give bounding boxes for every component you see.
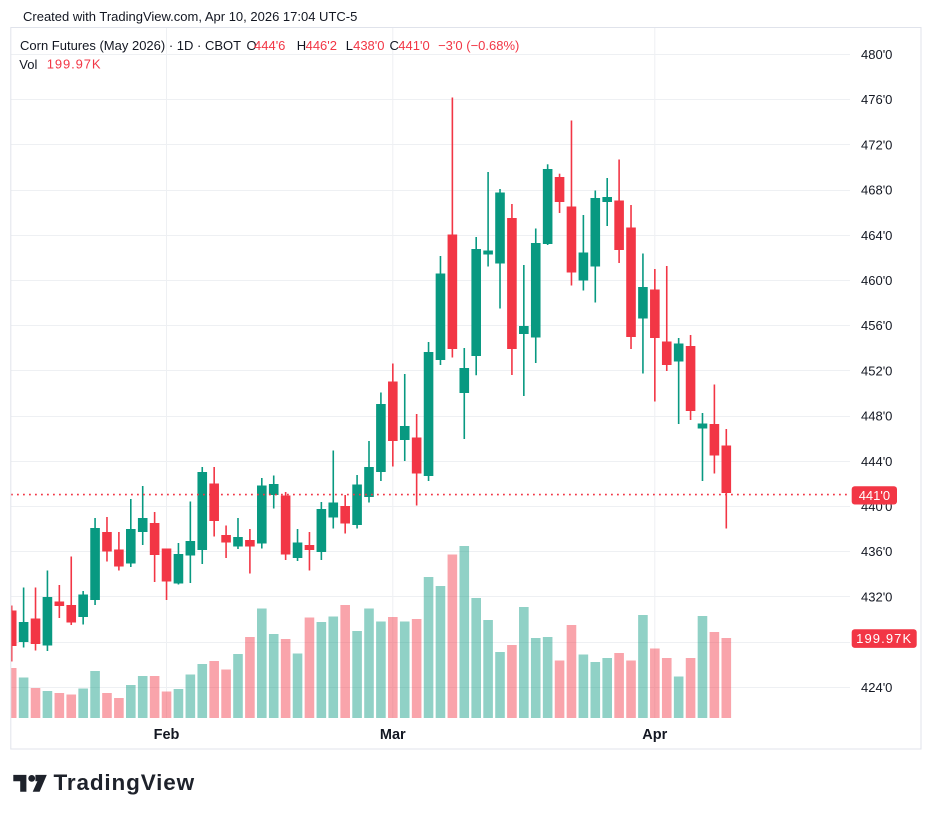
svg-text:460'0: 460'0 <box>861 273 892 288</box>
svg-text:441'0: 441'0 <box>859 488 890 503</box>
svg-text:441'0: 441'0 <box>398 38 429 53</box>
svg-text:O: O <box>247 38 257 53</box>
svg-text:424'0: 424'0 <box>861 680 892 695</box>
svg-text:438'0: 438'0 <box>353 38 384 53</box>
svg-text:476'0: 476'0 <box>861 92 892 107</box>
svg-text:L: L <box>346 38 353 53</box>
svg-text:452'0: 452'0 <box>861 363 892 378</box>
svg-text:C: C <box>390 38 399 53</box>
svg-text:472'0: 472'0 <box>861 137 892 152</box>
svg-text:436'0: 436'0 <box>861 544 892 559</box>
svg-text:444'6: 444'6 <box>254 38 285 53</box>
svg-text:Feb: Feb <box>154 727 180 743</box>
svg-text:432'0: 432'0 <box>861 589 892 604</box>
svg-text:Created with TradingView.com,: Created with TradingView.com, Apr 10, 20… <box>23 9 357 24</box>
svg-text:H: H <box>297 38 306 53</box>
svg-text:Apr: Apr <box>642 727 667 743</box>
svg-text:446'2: 446'2 <box>306 38 337 53</box>
svg-text:TradingView: TradingView <box>54 770 195 795</box>
svg-text:456'0: 456'0 <box>861 318 892 333</box>
svg-text:Corn Futures (May 2026) · 1D ·: Corn Futures (May 2026) · 1D · CBOT <box>20 38 241 53</box>
svg-text:468'0: 468'0 <box>861 183 892 198</box>
svg-text:−3'0 (−0.68%): −3'0 (−0.68%) <box>438 38 519 53</box>
svg-text:448'0: 448'0 <box>861 409 892 424</box>
svg-text:Mar: Mar <box>380 727 406 743</box>
svg-text:444'0: 444'0 <box>861 454 892 469</box>
svg-text:199.97K: 199.97K <box>856 631 912 646</box>
svg-text:480'0: 480'0 <box>861 47 892 62</box>
svg-text:464'0: 464'0 <box>861 228 892 243</box>
svg-text:199.97K: 199.97K <box>47 57 102 72</box>
svg-text:Vol: Vol <box>19 57 37 72</box>
